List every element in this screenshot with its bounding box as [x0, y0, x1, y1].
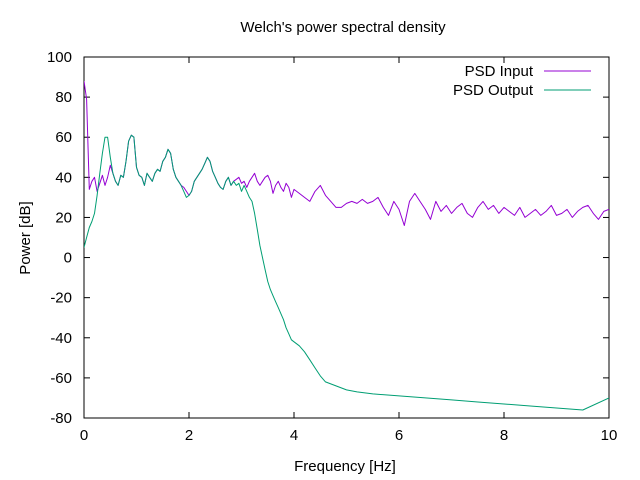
y-tick-label: 80 — [55, 89, 72, 106]
plot-border — [83, 56, 610, 419]
legend-label-psd-input: PSD Input — [465, 63, 534, 80]
x-axis-ticks: 0 2 4 6 8 10 — [80, 57, 618, 444]
x-tick-label: 2 — [185, 427, 193, 444]
x-axis-label: Frequency [Hz] — [294, 458, 396, 475]
series-line-psd-output — [84, 134, 609, 411]
x-tick-label: 6 — [395, 427, 403, 444]
y-tick-label: 100 — [47, 49, 72, 66]
series-lines — [84, 81, 609, 411]
y-tick-label: -60 — [50, 370, 72, 387]
legend-label-psd-output: PSD Output — [453, 82, 534, 99]
x-tick-label: 4 — [290, 427, 298, 444]
y-axis-ticks: -80 -60 -40 -20 0 20 40 60 80 100 — [47, 49, 609, 427]
y-tick-label: 0 — [64, 250, 72, 267]
y-tick-label: 60 — [55, 129, 72, 146]
y-tick-label: -40 — [50, 330, 72, 347]
y-tick-label: 40 — [55, 169, 72, 186]
y-tick-label: -20 — [50, 290, 72, 307]
x-tick-label: 10 — [601, 427, 618, 444]
x-tick-label: 8 — [500, 427, 508, 444]
y-tick-label: 20 — [55, 209, 72, 226]
y-axis-label: Power [dB] — [17, 201, 34, 274]
legend: PSD Input PSD Output — [453, 63, 591, 99]
chart-title: Welch's power spectral density — [240, 19, 446, 36]
y-tick-label: -80 — [50, 410, 72, 427]
plot-frame — [83, 56, 610, 419]
x-tick-label: 0 — [80, 427, 88, 444]
